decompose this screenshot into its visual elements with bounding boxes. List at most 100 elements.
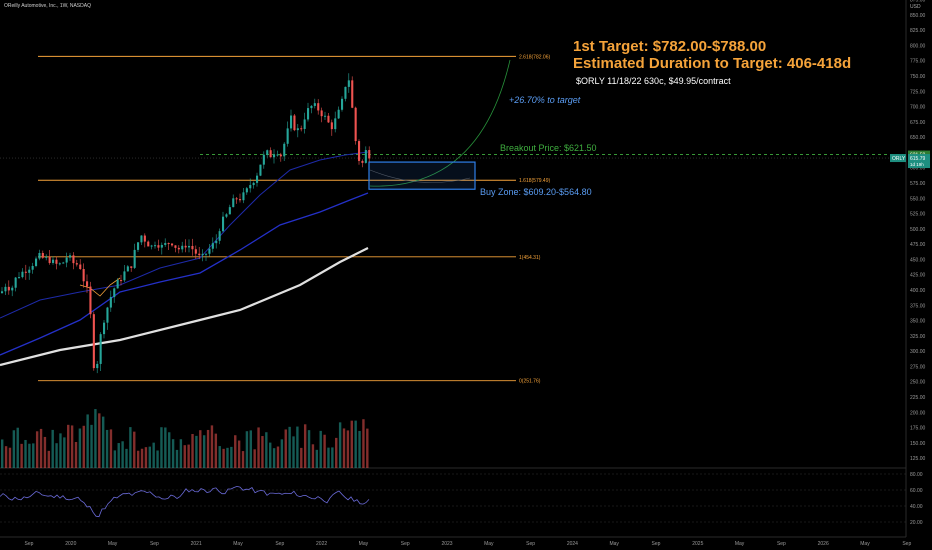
candle-body bbox=[28, 269, 31, 273]
currency-label: USD bbox=[910, 4, 921, 10]
candle-body bbox=[269, 150, 272, 158]
candle-body bbox=[99, 334, 102, 364]
candle-body bbox=[79, 264, 82, 270]
volume-bar bbox=[288, 426, 291, 468]
candle-body bbox=[303, 119, 306, 129]
volume-bar bbox=[272, 448, 276, 468]
volume-bar bbox=[323, 434, 326, 468]
time-tick-label: 2022 bbox=[316, 541, 327, 547]
volume-bar bbox=[245, 431, 249, 468]
volume-bar bbox=[358, 430, 361, 468]
time-tick-label: May bbox=[735, 541, 745, 547]
ma-short-line bbox=[79, 277, 121, 297]
volume-bar bbox=[168, 432, 171, 468]
volume-bar bbox=[109, 429, 113, 468]
price-tick-label: 850.00 bbox=[910, 13, 926, 19]
candle-body bbox=[364, 150, 367, 163]
volume-bar bbox=[222, 448, 225, 468]
volume-bar bbox=[202, 435, 206, 468]
candle-body bbox=[242, 192, 245, 201]
volume-bar bbox=[82, 425, 85, 468]
volume-bar bbox=[121, 441, 124, 468]
candle-body bbox=[133, 249, 136, 268]
candle-body bbox=[313, 103, 316, 106]
candle-body bbox=[358, 141, 361, 161]
volume-bar bbox=[16, 427, 19, 468]
volume-bar bbox=[140, 448, 144, 468]
volume-bar bbox=[156, 450, 159, 468]
time-tick-label: Sep bbox=[25, 541, 34, 547]
volume-bar bbox=[284, 429, 287, 468]
candle-body bbox=[24, 271, 27, 273]
volume-bar bbox=[346, 430, 350, 468]
price-tick-label: 325.00 bbox=[910, 334, 926, 340]
volume-bar bbox=[1, 439, 4, 468]
volume-bar bbox=[257, 427, 260, 468]
candle-body bbox=[69, 255, 72, 258]
time-tick-label: Sep bbox=[150, 541, 159, 547]
rsi-tick-label: 80.00 bbox=[910, 472, 923, 478]
volume-bar bbox=[187, 444, 190, 468]
volume-bar bbox=[105, 429, 109, 468]
volume-bar bbox=[265, 432, 268, 468]
price-tick-label: 800.00 bbox=[910, 43, 926, 49]
volume-bar bbox=[315, 449, 319, 468]
candle-body bbox=[140, 235, 143, 243]
candle-body bbox=[164, 243, 167, 245]
candle-body bbox=[14, 277, 17, 288]
candle-body bbox=[249, 185, 252, 189]
volume-bar bbox=[276, 446, 280, 468]
volume-bar bbox=[179, 439, 183, 468]
last-price-badge bbox=[908, 154, 930, 169]
pct-to-target: +26.70% to target bbox=[509, 95, 581, 105]
price-tick-label: 525.00 bbox=[910, 212, 926, 218]
candle-body bbox=[293, 115, 296, 131]
candle-body bbox=[106, 307, 109, 323]
price-tick-label: 350.00 bbox=[910, 319, 926, 325]
candle-body bbox=[52, 259, 55, 263]
time-tick-label: May bbox=[609, 541, 619, 547]
candle-body bbox=[266, 150, 269, 155]
volume-bar bbox=[234, 435, 237, 468]
candle-body bbox=[62, 262, 65, 264]
volume-bar bbox=[249, 430, 252, 468]
volume-bar bbox=[78, 428, 82, 468]
candle-body bbox=[320, 110, 323, 117]
time-tick-label: May bbox=[860, 541, 870, 547]
candle-body bbox=[211, 243, 214, 249]
candle-body bbox=[154, 245, 157, 247]
candle-body bbox=[116, 280, 119, 289]
time-tick-label: Sep bbox=[652, 541, 661, 547]
candle-body bbox=[1, 291, 4, 294]
volume-bar bbox=[366, 428, 369, 468]
candle-body bbox=[296, 128, 299, 131]
time-tick-label: 2020 bbox=[65, 541, 76, 547]
candle-body bbox=[4, 286, 7, 292]
price-tick-label: 400.00 bbox=[910, 288, 926, 294]
candle-body bbox=[307, 108, 310, 120]
candle-body bbox=[150, 245, 153, 247]
candle-body bbox=[35, 258, 38, 266]
volume-bar bbox=[175, 449, 179, 468]
volume-bar bbox=[55, 443, 58, 468]
candle-body bbox=[109, 297, 112, 308]
candle-body bbox=[283, 143, 286, 157]
time-tick-label: Sep bbox=[401, 541, 410, 547]
ma-200-line bbox=[0, 247, 369, 367]
volume-bar bbox=[4, 446, 8, 468]
candle-body bbox=[368, 150, 371, 159]
candle-body bbox=[41, 252, 44, 258]
candle-body bbox=[310, 105, 313, 109]
volume-bar bbox=[269, 442, 272, 468]
candle-body bbox=[89, 286, 92, 315]
volume-bar bbox=[160, 427, 163, 468]
time-tick-label: 2021 bbox=[191, 541, 202, 547]
volume-bar bbox=[319, 430, 322, 468]
candle-body bbox=[48, 256, 51, 263]
volume-bar bbox=[39, 428, 43, 468]
candle-body bbox=[324, 115, 327, 117]
volume-bar bbox=[350, 420, 353, 468]
candle-body bbox=[191, 245, 194, 250]
